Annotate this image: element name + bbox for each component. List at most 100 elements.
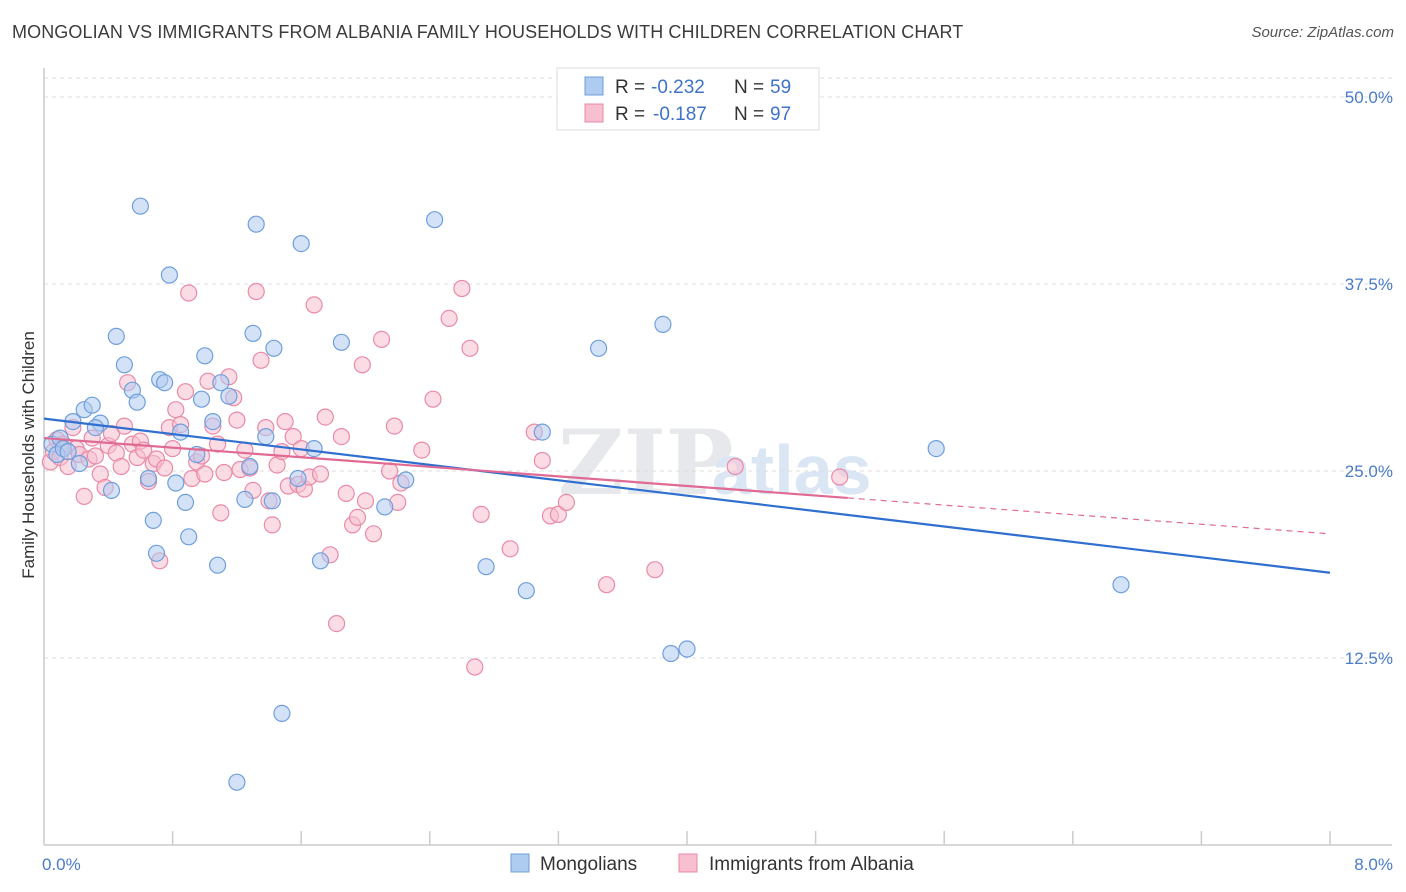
mongolians-point-54 [589, 339, 608, 357]
albania-point-44 [215, 463, 233, 482]
mongolians-point-28 [192, 390, 211, 408]
mongolians-point-41 [265, 339, 283, 357]
mongolians-point-5 [70, 454, 89, 473]
mongolians-point-39 [257, 428, 275, 446]
albania-point-61 [284, 428, 302, 446]
mongolians-point-33 [220, 387, 238, 405]
legend-swatch-mongolians [584, 76, 604, 96]
legend-top: R = -0.232 N = 59 R = -0.187 N = 97 [556, 67, 820, 131]
mongolians-point-10 [86, 419, 105, 437]
albania-point-70 [328, 614, 346, 633]
bottom-legend-swatch-albania [678, 853, 698, 873]
albania-point-18 [112, 457, 130, 476]
legend-r-value-albania: -0.187 [653, 104, 707, 125]
albania-point-90 [501, 540, 519, 558]
mongolians-point-55 [662, 644, 680, 663]
albania-point-86 [453, 279, 471, 298]
albania-point-76 [356, 492, 375, 510]
mongolians-point-17 [139, 469, 158, 488]
albania-point-89 [472, 505, 490, 524]
mongolians-point-57 [654, 315, 672, 333]
albania-point-99 [831, 468, 849, 486]
x-tick-label-0: 0.0% [42, 855, 81, 874]
mongolians-point-6 [59, 443, 77, 461]
mongolians-point-21 [156, 374, 174, 392]
y-tick-label-1: 25.0% [1345, 462, 1393, 481]
trend-line-mongolians [43, 417, 1331, 574]
y-tick-label-0: 12.5% [1345, 649, 1393, 668]
bottom-legend-label-albania: Immigrants from Albania [709, 854, 914, 875]
series-mongolians-points [43, 197, 1130, 791]
mongolians-point-50 [426, 211, 444, 229]
mongolians-point-26 [180, 528, 198, 546]
mongolians-point-18 [144, 511, 162, 530]
mongolians-point-56 [678, 640, 696, 658]
legend-n-label-mongolians: N = [734, 77, 764, 98]
albania-point-97 [646, 561, 664, 579]
albania-point-16 [102, 425, 121, 443]
albania-point-74 [348, 508, 367, 527]
albania-point-84 [424, 390, 442, 408]
albania-point-29 [156, 459, 174, 477]
mongolians-point-38 [247, 215, 265, 233]
albania-point-12 [86, 447, 105, 465]
albania-point-43 [212, 504, 230, 522]
albania-point-9 [75, 487, 93, 505]
albania-point-32 [167, 401, 185, 419]
mongolians-point-22 [160, 266, 178, 284]
albania-point-87 [461, 339, 479, 357]
mongolians-point-19 [147, 544, 166, 562]
mongolians-point-45 [305, 440, 323, 458]
mongolians-point-15 [128, 393, 146, 411]
legend-r-value-mongolians: -0.232 [651, 77, 705, 98]
trend-line-albania [43, 436, 848, 500]
watermark-zip: ZIP [558, 410, 733, 516]
y-tick-label-2: 37.5% [1345, 275, 1393, 294]
mongolians-point-42 [273, 704, 291, 723]
mongolians-point-32 [212, 374, 230, 392]
mongolians-point-11 [102, 481, 121, 499]
mongolians-point-8 [83, 396, 101, 414]
albania-point-78 [373, 330, 391, 348]
legend-swatch-albania [584, 103, 604, 123]
albania-point-72 [337, 484, 355, 502]
albania-point-96 [597, 576, 616, 594]
mongolians-point-40 [263, 492, 281, 510]
albania-point-19 [115, 417, 134, 435]
albania-point-67 [311, 465, 330, 483]
mongolians-point-23 [167, 474, 185, 492]
albania-point-71 [332, 428, 350, 446]
albania-point-53 [252, 351, 270, 369]
legend-bottom: Mongolians Immigrants from Albania [510, 853, 914, 875]
mongolians-point-46 [311, 552, 330, 570]
mongolians-point-49 [397, 471, 415, 489]
mongolians-point-16 [131, 197, 149, 215]
mongolians-point-44 [292, 235, 310, 253]
albania-point-68 [316, 408, 334, 426]
mongolians-point-31 [209, 556, 227, 574]
mongolians-point-12 [107, 327, 125, 345]
x-tick-label-1: 8.0% [1354, 855, 1393, 874]
albania-point-95 [557, 493, 576, 511]
legend-n-label-albania: N = [734, 104, 764, 125]
albania-point-92 [533, 451, 551, 470]
mongolians-point-24 [172, 423, 190, 441]
albania-point-83 [413, 441, 431, 459]
mongolians-point-48 [376, 498, 394, 516]
albania-point-39 [196, 465, 214, 483]
mongolians-point-37 [244, 324, 262, 342]
albania-point-98 [726, 457, 744, 476]
y-axis-label: Family Households with Children [19, 331, 38, 579]
albania-point-94 [549, 505, 568, 524]
mongolians-point-51 [477, 558, 495, 576]
mongolians-point-36 [241, 457, 259, 476]
albania-point-35 [180, 284, 198, 302]
mongolians-point-53 [533, 423, 551, 441]
mongolians-point-35 [236, 490, 254, 508]
mongolians-point-34 [228, 773, 246, 791]
trend-line-albania-extension [847, 497, 1331, 535]
mongolians-point-47 [332, 333, 350, 351]
y-tick-labels: 12.5% 25.0% 37.5% 50.0% [1345, 88, 1393, 668]
albania-point-56 [263, 516, 281, 534]
